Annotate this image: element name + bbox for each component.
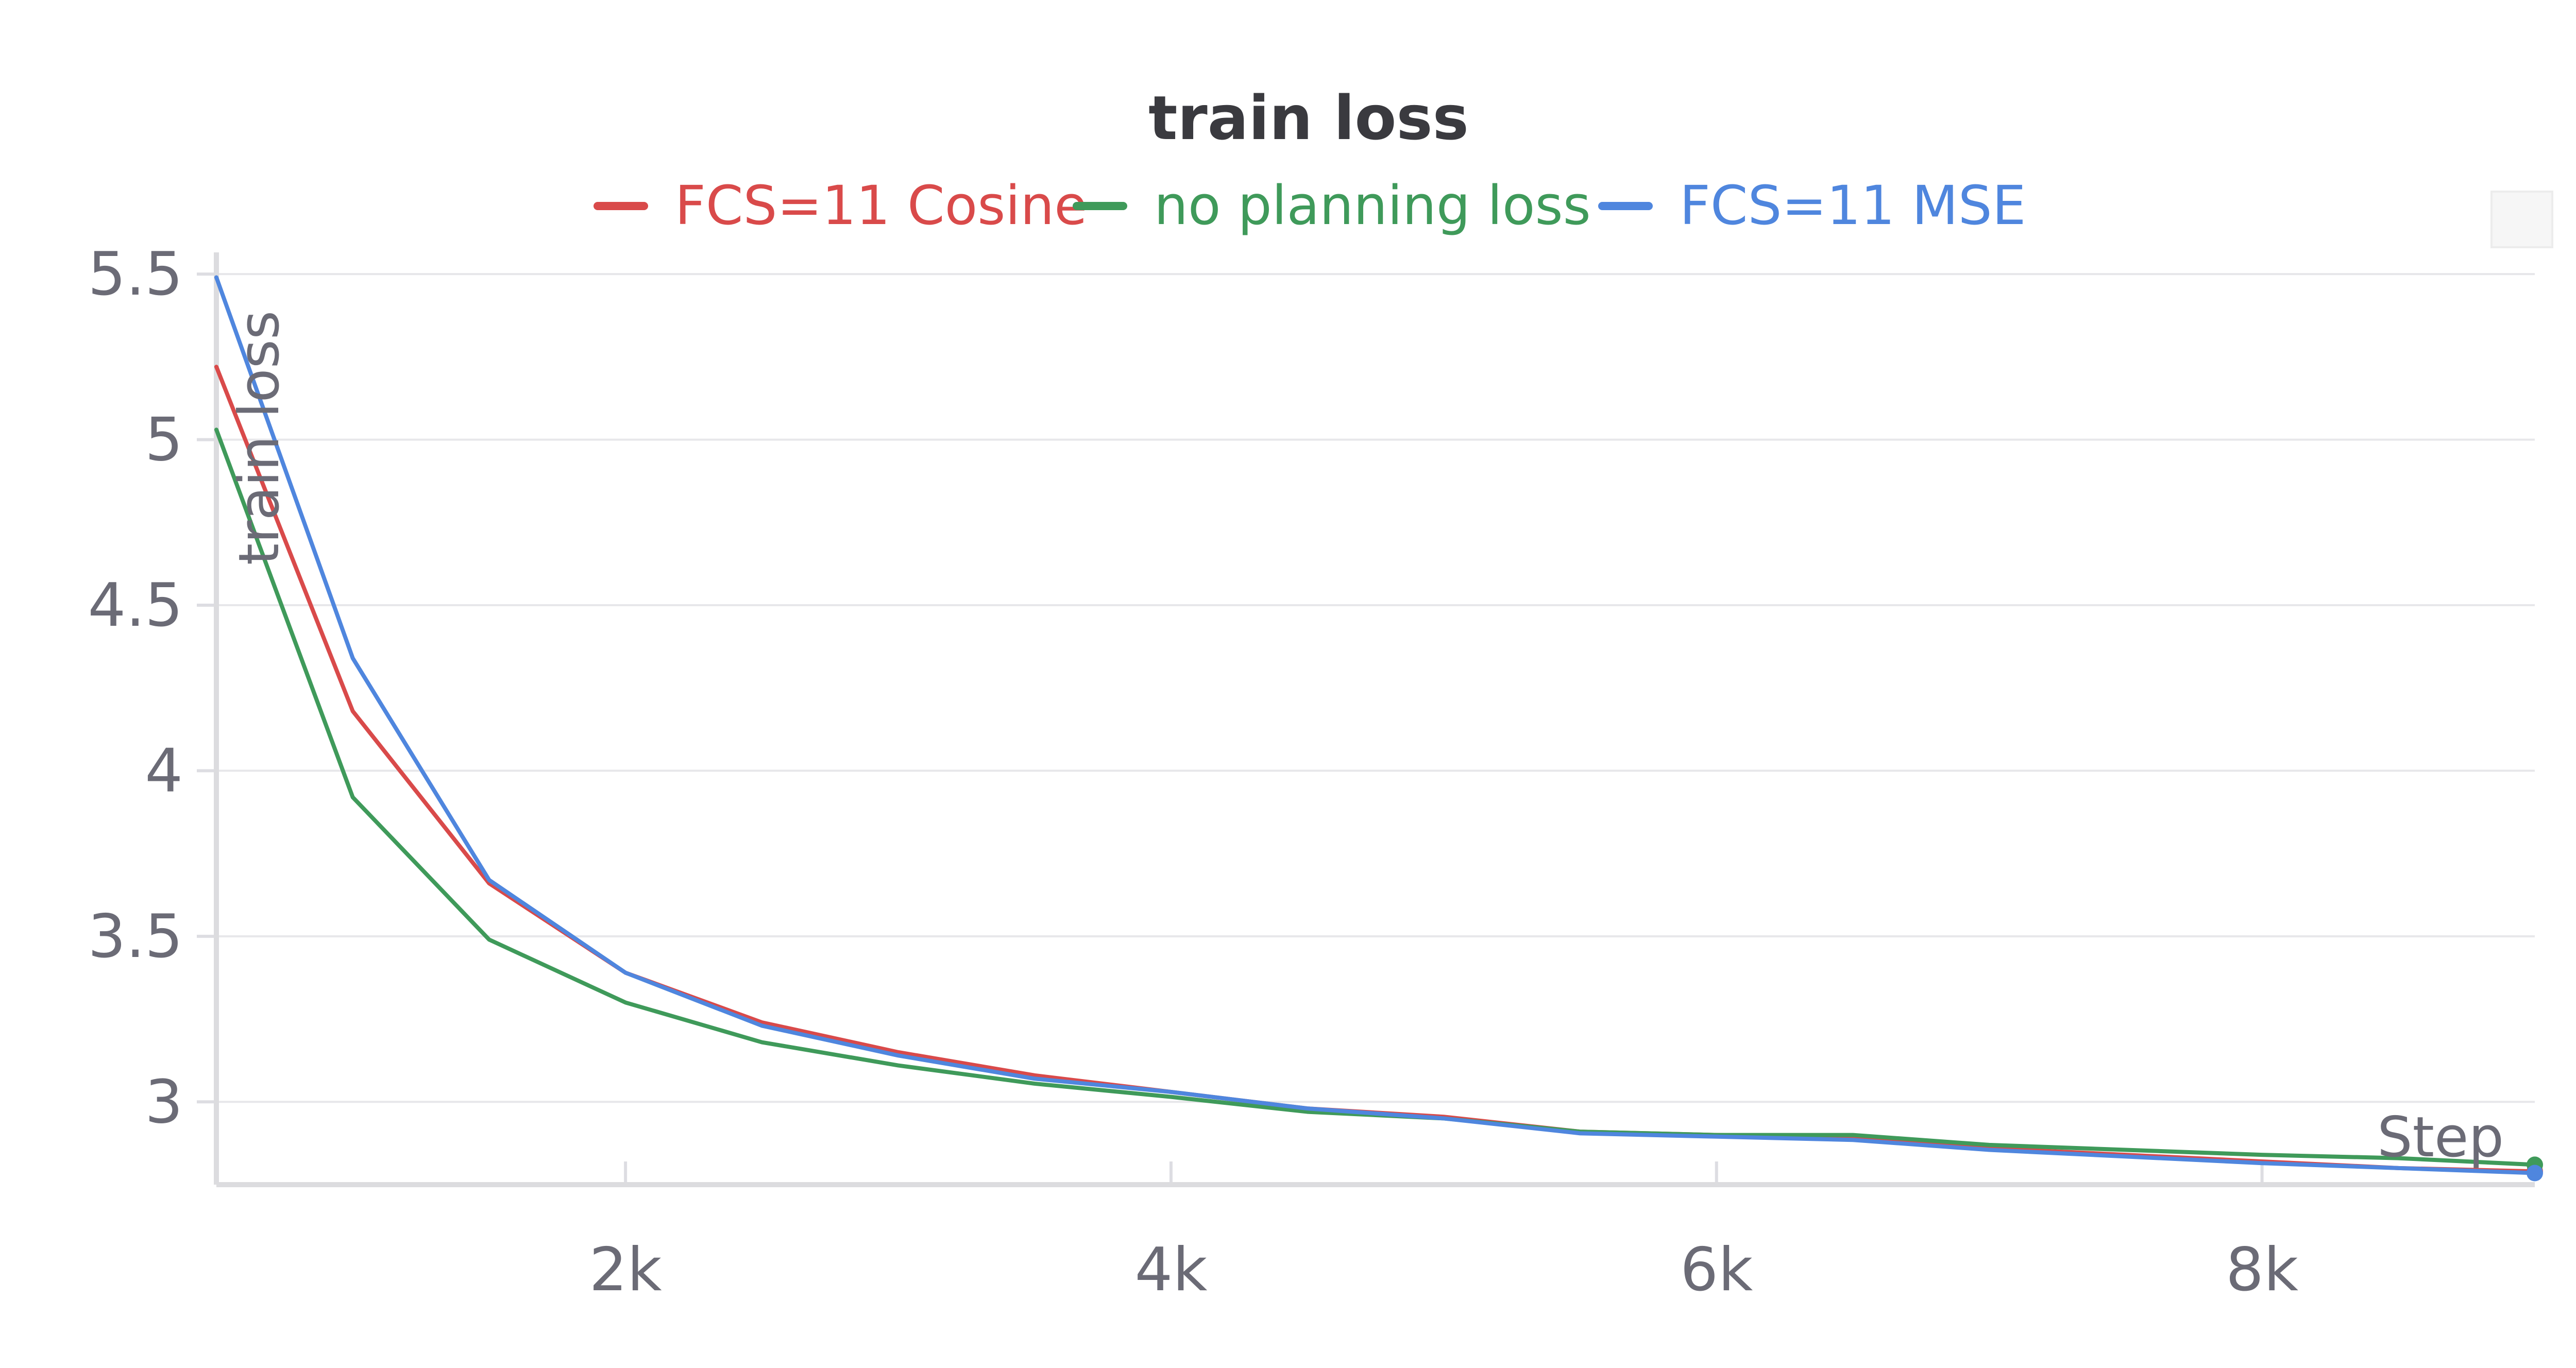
gridlines <box>216 273 2535 1103</box>
x-axis-label: Step <box>2377 1105 2504 1170</box>
series-line-2[interactable] <box>214 275 2537 1175</box>
legend-label[interactable]: FCS=11 MSE <box>1680 174 2026 237</box>
series-end-point <box>2527 1165 2543 1182</box>
axes <box>197 252 2535 1187</box>
tick-labels: 3 3.5 4 4.5 5 5.5 2k 4k 6k 8k <box>88 240 2299 1305</box>
y-tick-label: 5.5 <box>88 240 183 309</box>
y-tick-label: 5 <box>145 405 183 475</box>
x-tick-label: 8k <box>2226 1235 2298 1305</box>
series-lines <box>214 275 2543 1182</box>
y-tick-label: 4.5 <box>88 571 183 640</box>
x-tick-label: 2k <box>589 1235 662 1305</box>
x-tick-label: 4k <box>1134 1235 1207 1305</box>
series-line-0[interactable] <box>214 365 2537 1174</box>
series-line-1[interactable] <box>214 427 2537 1167</box>
x-tick-label: 6k <box>1680 1235 1753 1305</box>
y-tick-label: 3.5 <box>88 902 183 971</box>
legend-label[interactable]: no planning loss <box>1154 174 1591 237</box>
y-axis-label: train loss <box>227 311 292 565</box>
legend: FCS=11 Cosine no planning loss FCS=11 MSE <box>594 174 2026 237</box>
y-tick-label: 3 <box>145 1067 183 1137</box>
panel-control-box[interactable] <box>2490 191 2553 248</box>
y-tick-label: 4 <box>145 736 183 806</box>
legend-label[interactable]: FCS=11 Cosine <box>675 174 1087 237</box>
chart-title: train loss <box>1148 82 1469 153</box>
